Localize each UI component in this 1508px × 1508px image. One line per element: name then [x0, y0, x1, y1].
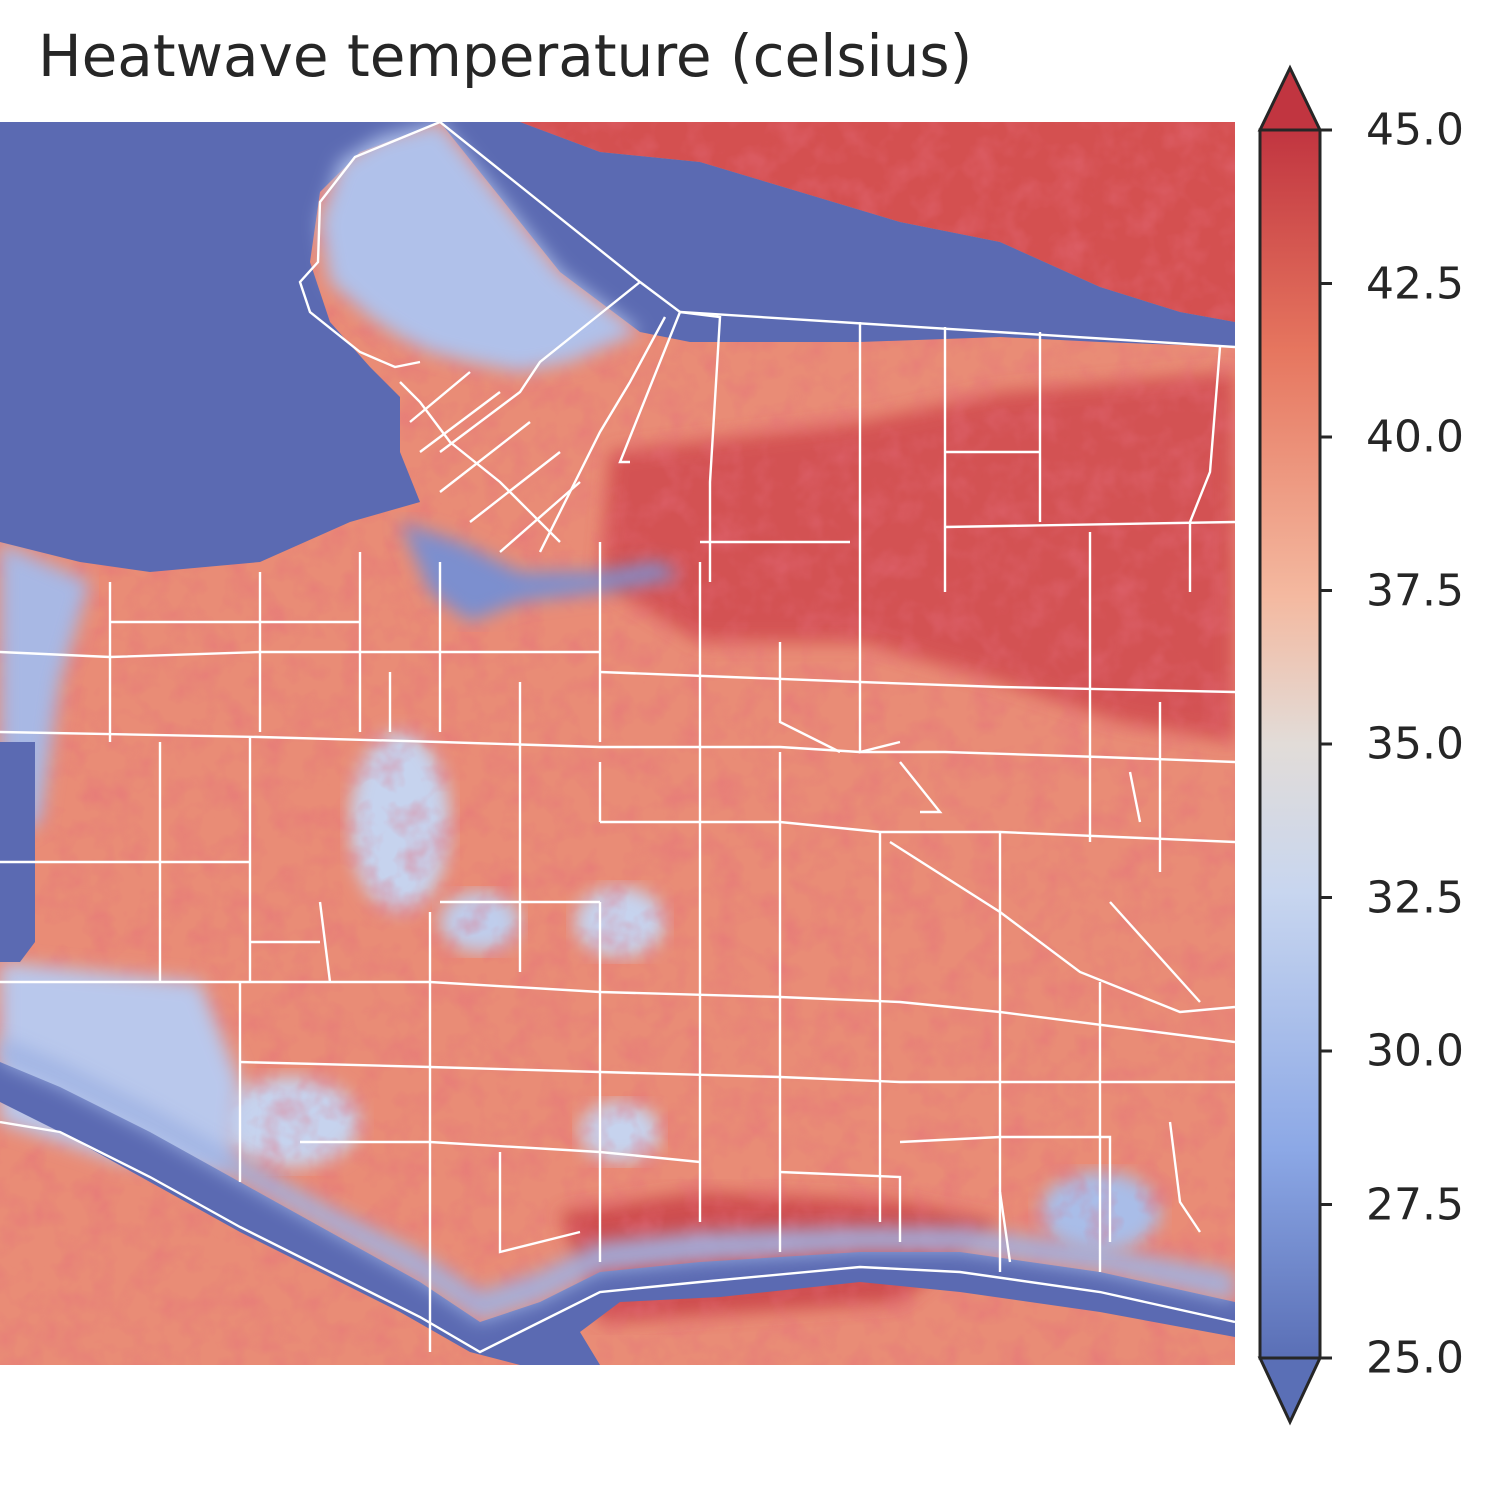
- colorbar-tick-label: 25.0: [1366, 1332, 1464, 1384]
- colorbar-ticks: [1320, 128, 1332, 1360]
- map-title: Heatwave temperature (celsius): [38, 22, 973, 90]
- colorbar: [1257, 64, 1332, 1426]
- colorbar-gradient: [1258, 128, 1322, 1360]
- colorbar-tick-label: 45.0: [1366, 104, 1464, 156]
- colorbar-tick-label: 35.0: [1366, 718, 1464, 770]
- colorbar-top-extension: [1257, 64, 1323, 132]
- heat-map: [0, 122, 1235, 1365]
- neighbourhood-boundaries: [0, 122, 1235, 1354]
- english-bay: [0, 122, 440, 572]
- west-lagoon: [0, 742, 35, 962]
- colorbar-tick-label: 32.5: [1366, 872, 1464, 923]
- colorbar-tick-label: 37.5: [1366, 565, 1464, 616]
- colorbar-tick-label: 42.5: [1366, 258, 1464, 309]
- colorbar-tick-label: 27.5: [1366, 1179, 1464, 1230]
- fraser-river: [0, 1062, 1235, 1365]
- false-creek: [400, 522, 680, 622]
- burrard-inlet: [440, 122, 1235, 347]
- colorbar-tick-label: 30.0: [1366, 1025, 1464, 1077]
- fraser-river-bank: [0, 1037, 1235, 1322]
- colorbar-bottom-extension: [1257, 1356, 1323, 1426]
- stanley-park: [320, 122, 640, 372]
- colorbar-tick-label: 40.0: [1366, 411, 1464, 463]
